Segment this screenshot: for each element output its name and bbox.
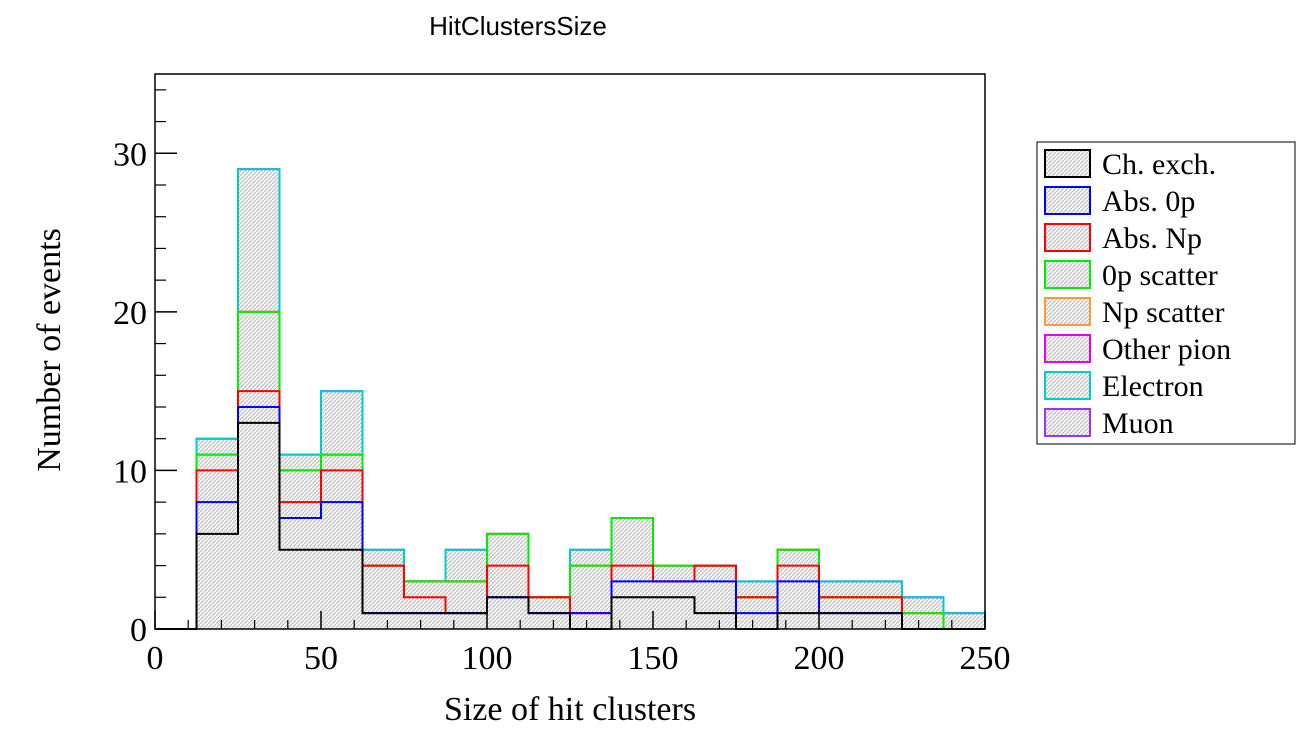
x-axis: 0 50 100 150 200 250 [147, 611, 1011, 677]
legend-entry: Abs. Np [1044, 222, 1202, 255]
bar-fill [445, 613, 487, 629]
legend-label: Muon [1102, 407, 1174, 440]
legend-entry: Abs. 0p [1044, 185, 1195, 218]
bar-fill [487, 597, 529, 629]
y-tick-label: 0 [130, 612, 147, 649]
series-fill-0 [196, 422, 902, 629]
legend-swatch [1044, 371, 1091, 400]
histogram-fills [196, 169, 985, 629]
legend-swatch [1044, 260, 1091, 289]
bar-fill [902, 613, 944, 629]
bar-fill [736, 613, 778, 629]
x-tick-label: 250 [960, 640, 1011, 677]
chart-title: HitClustersSize [429, 11, 607, 41]
legend-entry: 0p scatter [1044, 259, 1218, 292]
series-outline-2 [155, 390, 985, 630]
legend-entry: Electron [1044, 370, 1204, 403]
x-tick-label: 200 [794, 640, 845, 677]
legend-label: Abs. Np [1102, 222, 1202, 255]
legend-entry: Np scatter [1044, 296, 1224, 329]
y-axis-label: Number of events [31, 228, 68, 472]
bar-fill [777, 613, 819, 629]
legend-entry: Other pion [1044, 333, 1231, 366]
y-axis: 0 10 20 30 [113, 89, 177, 649]
bar-fill [279, 549, 321, 629]
bar-fill [653, 597, 695, 629]
x-tick-label: 150 [628, 640, 679, 677]
x-axis-label: Size of hit clusters [444, 691, 696, 728]
bar-fill [611, 597, 653, 629]
legend-swatch [1044, 149, 1091, 178]
bar-fill [238, 422, 280, 629]
bar-fill [321, 549, 363, 629]
legend-swatch [1044, 334, 1091, 363]
legend-label: Ch. exch. [1102, 148, 1216, 181]
bar-fill [694, 613, 736, 629]
bar-fill [943, 613, 985, 629]
legend-swatch [1044, 297, 1091, 326]
y-tick-label: 10 [113, 453, 147, 490]
legend-label: 0p scatter [1102, 259, 1218, 292]
legend: Ch. exch. Abs. 0p Abs. Np 0p scatter Np scat… [1036, 141, 1296, 445]
bar-fill [819, 613, 861, 629]
legend-swatch [1044, 223, 1091, 252]
x-tick-label: 0 [147, 640, 164, 677]
legend-label: Other pion [1102, 333, 1231, 366]
plot-frame [154, 73, 986, 630]
legend-swatch [1044, 408, 1091, 437]
bar-fill [528, 613, 570, 629]
legend-label: Abs. 0p [1102, 185, 1195, 218]
legend-entry: Muon [1044, 407, 1174, 440]
legend-label: Electron [1102, 370, 1204, 403]
bar-fill [404, 613, 446, 629]
x-tick-label: 50 [304, 640, 338, 677]
y-tick-label: 20 [113, 295, 147, 332]
series-outline-0 [155, 421, 985, 630]
histogram-outlines [155, 168, 986, 630]
bar-fill [196, 533, 238, 629]
bar-fill [570, 613, 612, 629]
x-tick-label: 100 [462, 640, 513, 677]
bar-fill [860, 613, 902, 629]
legend-entry: Ch. exch. [1044, 148, 1216, 181]
legend-label: Np scatter [1102, 296, 1224, 329]
bar-fill [362, 613, 404, 629]
legend-swatch [1044, 186, 1091, 215]
y-tick-label: 30 [113, 136, 147, 173]
